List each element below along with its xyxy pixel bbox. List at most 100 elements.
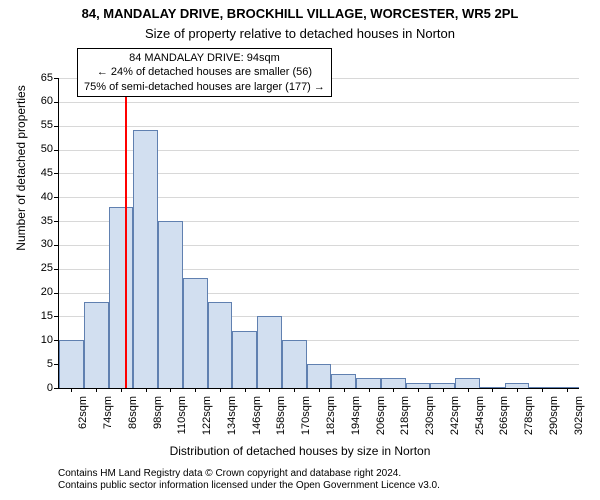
xtick-label: 98sqm (152, 396, 164, 446)
footer-line-1: Contains HM Land Registry data © Crown c… (58, 468, 440, 480)
xtick-mark (344, 388, 345, 392)
xtick-label: 122sqm (201, 396, 213, 446)
histogram-bar (381, 378, 406, 388)
xtick-mark (492, 388, 493, 392)
histogram-bar (282, 340, 307, 388)
histogram-bar (331, 374, 356, 388)
xtick-label: 218sqm (399, 396, 411, 446)
histogram-bar (133, 130, 158, 388)
gridline (59, 126, 579, 127)
ytick-label: 50 (29, 143, 53, 155)
annotation-line-2: ← 24% of detached houses are smaller (56… (84, 65, 325, 79)
ytick-label: 65 (29, 72, 53, 84)
xtick-mark (418, 388, 419, 392)
ytick-mark (54, 388, 58, 389)
footer-text: Contains HM Land Registry data © Crown c… (58, 468, 440, 492)
xtick-mark (170, 388, 171, 392)
marker-line (125, 78, 127, 388)
ytick-label: 15 (29, 310, 53, 322)
xtick-label: 134sqm (226, 396, 238, 446)
xtick-mark (96, 388, 97, 392)
ytick-mark (54, 150, 58, 151)
ytick-mark (54, 364, 58, 365)
xtick-mark (567, 388, 568, 392)
xtick-label: 278sqm (523, 396, 535, 446)
xtick-label: 182sqm (325, 396, 337, 446)
footer-line-2: Contains public sector information licen… (58, 480, 440, 492)
gridline (59, 102, 579, 103)
xtick-mark (517, 388, 518, 392)
xtick-mark (245, 388, 246, 392)
histogram-bar (158, 221, 183, 388)
xtick-mark (195, 388, 196, 392)
xtick-mark (319, 388, 320, 392)
xtick-mark (443, 388, 444, 392)
xtick-mark (393, 388, 394, 392)
xtick-label: 290sqm (548, 396, 560, 446)
chart-title-main: 84, MANDALAY DRIVE, BROCKHILL VILLAGE, W… (0, 6, 600, 21)
histogram-bar (257, 316, 282, 388)
xtick-label: 74sqm (102, 396, 114, 446)
xtick-label: 194sqm (350, 396, 362, 446)
ytick-mark (54, 316, 58, 317)
xtick-mark (369, 388, 370, 392)
ytick-mark (54, 245, 58, 246)
ytick-label: 45 (29, 167, 53, 179)
ytick-label: 20 (29, 286, 53, 298)
ytick-label: 10 (29, 334, 53, 346)
histogram-bar (356, 378, 381, 388)
xtick-label: 62sqm (77, 396, 89, 446)
histogram-bar (232, 331, 257, 388)
ytick-label: 35 (29, 215, 53, 227)
xtick-mark (146, 388, 147, 392)
chart-title-sub: Size of property relative to detached ho… (0, 26, 600, 41)
xtick-mark (220, 388, 221, 392)
ytick-label: 25 (29, 262, 53, 274)
chart-container: 84, MANDALAY DRIVE, BROCKHILL VILLAGE, W… (0, 0, 600, 500)
histogram-bar (208, 302, 233, 388)
xtick-mark (269, 388, 270, 392)
ytick-mark (54, 78, 58, 79)
plot-area: 84 MANDALAY DRIVE: 94sqm ← 24% of detach… (58, 78, 579, 389)
histogram-bar (84, 302, 109, 388)
xtick-mark (468, 388, 469, 392)
xtick-label: 266sqm (498, 396, 510, 446)
xtick-mark (294, 388, 295, 392)
annotation-line-1: 84 MANDALAY DRIVE: 94sqm (84, 51, 325, 65)
annotation-box: 84 MANDALAY DRIVE: 94sqm ← 24% of detach… (77, 48, 332, 97)
x-axis-label: Distribution of detached houses by size … (0, 444, 600, 458)
ytick-mark (54, 269, 58, 270)
ytick-mark (54, 293, 58, 294)
xtick-label: 146sqm (251, 396, 263, 446)
xtick-label: 170sqm (300, 396, 312, 446)
annotation-line-3: 75% of semi-detached houses are larger (… (84, 80, 325, 94)
ytick-label: 5 (29, 358, 53, 370)
xtick-label: 242sqm (449, 396, 461, 446)
xtick-label: 86sqm (127, 396, 139, 446)
histogram-bar (59, 340, 84, 388)
y-axis-label: Number of detached properties (14, 13, 28, 323)
ytick-label: 60 (29, 95, 53, 107)
ytick-mark (54, 126, 58, 127)
ytick-mark (54, 197, 58, 198)
histogram-bar (307, 364, 332, 388)
ytick-mark (54, 340, 58, 341)
xtick-mark (71, 388, 72, 392)
ytick-label: 40 (29, 191, 53, 203)
xtick-label: 206sqm (375, 396, 387, 446)
xtick-mark (121, 388, 122, 392)
ytick-mark (54, 173, 58, 174)
ytick-label: 30 (29, 238, 53, 250)
histogram-bar (455, 378, 480, 388)
xtick-label: 158sqm (275, 396, 287, 446)
ytick-mark (54, 102, 58, 103)
ytick-label: 55 (29, 119, 53, 131)
xtick-label: 110sqm (176, 396, 188, 446)
ytick-mark (54, 221, 58, 222)
ytick-label: 0 (29, 382, 53, 394)
xtick-label: 254sqm (474, 396, 486, 446)
xtick-label: 302sqm (573, 396, 585, 446)
xtick-label: 230sqm (424, 396, 436, 446)
histogram-bar (183, 278, 208, 388)
histogram-bar (109, 207, 134, 388)
